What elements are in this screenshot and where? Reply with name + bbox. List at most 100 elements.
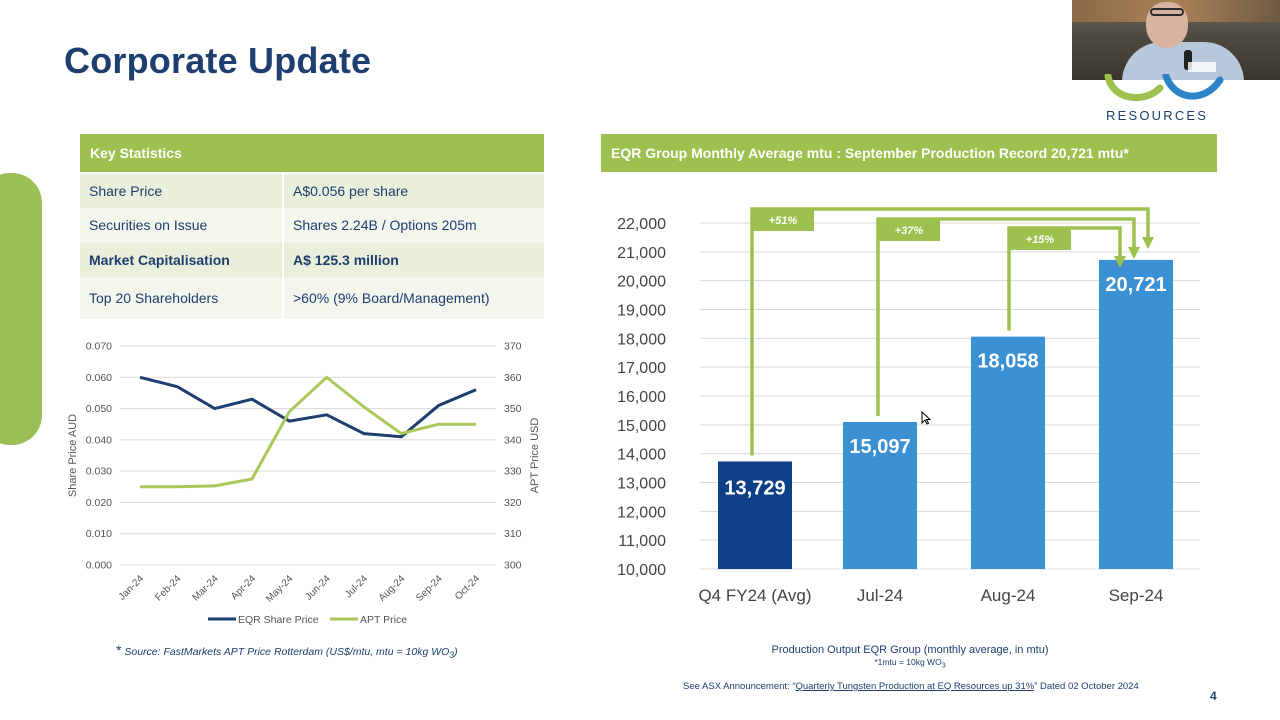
legend-label: APT Price xyxy=(360,614,407,626)
asx-prefix: See ASX Announcement: “ xyxy=(683,681,796,692)
y-tick-label: 20,000 xyxy=(617,274,666,291)
presenter-shirt xyxy=(1122,42,1244,80)
growth-arrow-line xyxy=(750,207,1150,456)
y2-axis-label: APT Price USD xyxy=(529,418,541,494)
bar-value-label: 18,058 xyxy=(977,351,1038,373)
x-category-label: Q4 FY24 (Avg) xyxy=(698,586,811,605)
y-tick-label: 10,000 xyxy=(617,562,666,579)
sub-caption-text: *1mtu = 10kg WO xyxy=(874,657,942,667)
key-statistics-label: Market Capitalisation xyxy=(89,252,230,268)
x-tick-label: Mar-24 xyxy=(191,573,221,603)
y2-tick-label: 330 xyxy=(504,466,522,478)
bar-value-label: 15,097 xyxy=(849,436,910,458)
y-tick-label: 0.040 xyxy=(86,434,112,446)
y-tick-label: 19,000 xyxy=(617,303,666,320)
key-statistics-row: Top 20 Shareholders >60% (9% Board/Manage… xyxy=(80,277,544,319)
x-tick-label: Aug-24 xyxy=(377,573,408,604)
y-tick-label: 12,000 xyxy=(617,504,666,521)
presenter-video-thumbnail[interactable] xyxy=(1072,0,1280,80)
key-statistics-value: A$0.056 per share xyxy=(282,174,544,208)
y-tick-label: 0.030 xyxy=(86,466,112,478)
y2-tick-label: 360 xyxy=(504,372,522,384)
key-statistics-label: Securities on Issue xyxy=(89,217,208,233)
x-tick-label: Apr-24 xyxy=(229,573,258,602)
y-tick-label: 11,000 xyxy=(618,533,666,550)
y-axis-label: Share Price AUD xyxy=(67,414,79,497)
key-statistics-row: Share Price A$0.056 per share xyxy=(80,174,544,208)
key-statistics-label: Top 20 Shareholders xyxy=(89,290,219,306)
legend-label: EQR Share Price xyxy=(238,614,319,626)
x-tick-label: Sep-24 xyxy=(414,573,445,604)
source-note: * Source: FastMarkets APT Price Rotterda… xyxy=(116,642,458,660)
asx-suffix: ” Dated 02 October 2024 xyxy=(1034,681,1139,692)
production-bar xyxy=(971,336,1045,569)
arrow-head-icon xyxy=(1114,256,1126,268)
y-tick-label: 15,000 xyxy=(617,418,666,435)
key-statistics-header: Key Statistics xyxy=(80,134,544,172)
x-tick-label: Feb-24 xyxy=(153,573,183,603)
logo-wordmark: RESOURCES xyxy=(1106,108,1209,123)
y-tick-label: 16,000 xyxy=(617,389,666,406)
x-category-label: Sep-24 xyxy=(1109,586,1164,605)
growth-badge xyxy=(878,219,940,241)
key-statistics-value: >60% (9% Board/Management) xyxy=(282,277,544,319)
arrow-head-icon xyxy=(1142,237,1154,249)
key-statistics-row: Market Capitalisation A$ 125.3 million xyxy=(80,243,544,277)
y-tick-label: 0.010 xyxy=(86,528,112,540)
arrow-head-icon xyxy=(1128,247,1140,259)
page-number: 4 xyxy=(1210,689,1217,703)
y-tick-label: 18,000 xyxy=(617,331,666,348)
x-tick-label: Jan-24 xyxy=(117,573,147,603)
company-logo-icon xyxy=(1104,74,1224,101)
y2-tick-label: 340 xyxy=(504,434,522,446)
bar-value-label: 20,721 xyxy=(1105,274,1166,296)
presenter-microphone xyxy=(1184,50,1192,70)
mouse-cursor-icon xyxy=(921,411,931,425)
growth-arrow-line xyxy=(876,217,1136,417)
growth-label: +51% xyxy=(769,215,798,227)
x-tick-label: May-24 xyxy=(264,573,296,605)
sub-caption-subscript: 3 xyxy=(941,661,946,670)
production-bar xyxy=(843,422,917,569)
production-bar xyxy=(1099,259,1173,569)
asx-announcement-note: See ASX Announcement: “Quarterly Tungste… xyxy=(683,681,1139,692)
growth-badge xyxy=(752,209,814,231)
y-tick-label: 0.020 xyxy=(86,497,112,509)
series-line xyxy=(139,375,477,439)
y-tick-label: 0.070 xyxy=(86,341,112,353)
bar-value-label: 13,729 xyxy=(724,477,785,499)
asx-announcement-link[interactable]: Quarterly Tungsten Production at EQ Reso… xyxy=(795,681,1035,692)
production-header: EQR Group Monthly Average mtu : Septembe… xyxy=(601,134,1217,172)
left-accent-tab xyxy=(0,173,42,445)
growth-label: +15% xyxy=(1026,234,1055,246)
y-tick-label: 13,000 xyxy=(617,476,666,493)
key-statistics-value: A$ 125.3 million xyxy=(282,243,544,277)
y2-tick-label: 370 xyxy=(504,341,522,353)
source-note-close: ) xyxy=(454,646,458,658)
y-tick-label: 0.050 xyxy=(86,403,112,415)
y-tick-label: 0.000 xyxy=(86,560,112,572)
production-bar xyxy=(718,461,792,569)
page-title: Corporate Update xyxy=(64,40,372,81)
x-tick-label: Oct-24 xyxy=(453,573,482,602)
presenter-glasses xyxy=(1150,8,1184,16)
key-statistics-row: Securities on Issue Shares 2.24B / Option… xyxy=(80,208,544,243)
source-note-text: Source: FastMarkets APT Price Rotterdam … xyxy=(124,646,450,658)
source-note-subscript: 3 xyxy=(449,650,455,661)
x-tick-label: Jul-24 xyxy=(343,573,370,600)
growth-label: +37% xyxy=(895,225,924,237)
key-statistics-label: Share Price xyxy=(89,183,163,199)
y-tick-label: 17,000 xyxy=(617,360,666,377)
y2-tick-label: 300 xyxy=(504,560,522,572)
production-sub-caption: *1mtu = 10kg WO3 xyxy=(700,657,1120,670)
production-bar-chart: 10,000 11,000 12,000 13,000 14,000 15,000 16,0… xyxy=(617,207,1200,605)
x-category-label: Aug-24 xyxy=(981,586,1036,605)
x-category-label: Jul-24 xyxy=(857,586,903,605)
y2-tick-label: 310 xyxy=(504,528,522,540)
y2-tick-label: 350 xyxy=(504,403,522,415)
series-line xyxy=(140,375,476,489)
y-tick-label: 22,000 xyxy=(617,216,666,233)
y-tick-label: 21,000 xyxy=(617,245,666,262)
share-price-line-chart: 0.000 0.010 0.020 0.030 0.040 0.050 0.060 0.070… xyxy=(67,341,541,627)
y-tick-label: 14,000 xyxy=(617,447,666,464)
